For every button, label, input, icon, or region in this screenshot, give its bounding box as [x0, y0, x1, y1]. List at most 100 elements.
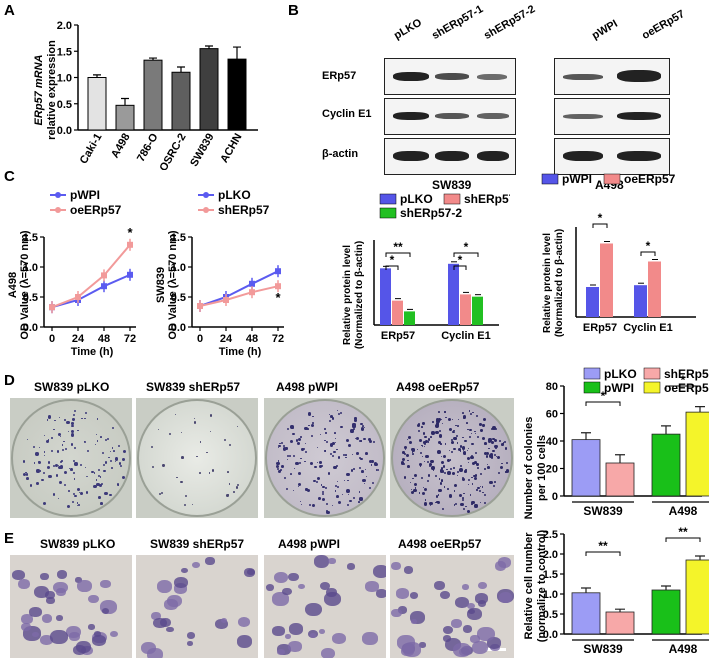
series-line-pLKO — [199, 270, 279, 307]
colony-dot — [46, 440, 50, 444]
colony-dot — [403, 452, 407, 456]
colony-dot — [431, 466, 435, 470]
colony-dot — [423, 445, 426, 448]
colony-dot — [453, 467, 455, 469]
y-tick-label: 1.0 — [543, 589, 558, 601]
colony-dot — [307, 412, 311, 416]
colony-dot — [453, 490, 455, 492]
cell-blob — [477, 626, 496, 641]
colony-dot — [449, 428, 453, 432]
colony-dot — [449, 458, 452, 461]
colony-dot — [455, 424, 457, 427]
colony-dot — [450, 439, 453, 442]
panel-c3-ylabel-line2: (Normalized to β-actin) — [354, 241, 365, 349]
error-bar — [149, 57, 157, 61]
colony-dot — [331, 454, 335, 458]
colony-dot — [487, 466, 490, 470]
colony-dot — [74, 410, 77, 413]
cell-blob — [73, 644, 87, 656]
colony-dot — [493, 438, 498, 443]
colony-dot — [363, 482, 366, 484]
colony-dot — [501, 443, 504, 446]
colony-dot — [68, 430, 70, 433]
sig-label: * — [601, 389, 606, 403]
colony-dot — [237, 484, 240, 487]
colony-dot — [297, 442, 301, 446]
colony-dot — [468, 447, 470, 450]
colony-dot — [470, 455, 474, 460]
colony-dot — [40, 478, 44, 482]
colony-dot — [282, 444, 286, 448]
plate-frame-3 — [264, 398, 386, 518]
colony-dot — [489, 452, 494, 456]
colony-dot — [475, 414, 479, 418]
legend-label: pLKO — [604, 367, 637, 381]
colony-dot — [63, 440, 65, 443]
colony-dot — [43, 502, 47, 506]
x-tick-label: 0 — [197, 333, 203, 345]
y-tick-label: 1.5 — [543, 569, 558, 581]
colony-dot — [26, 476, 30, 480]
colony-dot — [72, 418, 75, 421]
colony-dot — [94, 443, 96, 445]
colony-dot — [276, 467, 279, 470]
colony-dot — [451, 418, 454, 420]
colony-dot — [84, 411, 88, 415]
colony-dot — [473, 460, 477, 464]
colony-dot — [460, 445, 463, 448]
colony-dot — [346, 472, 350, 477]
colony-dot — [483, 468, 486, 470]
colony-dot — [93, 472, 96, 474]
colony-dot — [338, 500, 342, 504]
error-bar — [581, 432, 591, 440]
cell-blob — [471, 641, 489, 655]
colony-dot — [453, 504, 456, 506]
colony-dot — [435, 475, 438, 478]
colony-dot — [287, 427, 290, 430]
cell-blob — [320, 647, 335, 658]
colony-dot — [347, 493, 349, 496]
cell-blob — [346, 563, 356, 570]
colony-dot — [304, 450, 307, 454]
colony-dot — [429, 501, 433, 505]
colony-dot — [315, 480, 318, 484]
colony-dot — [447, 471, 451, 475]
bar-shERp57 — [605, 611, 635, 635]
cell-blob — [186, 641, 193, 647]
y-tick-label: 0.5 — [57, 99, 72, 111]
colony-dot — [486, 452, 490, 456]
colony-dot — [157, 428, 159, 430]
colony-dot — [442, 465, 446, 468]
cell-blob — [21, 614, 34, 625]
colony-dot — [368, 459, 373, 464]
legend-label: oeERp57 — [664, 381, 709, 395]
bar-pWPI-ERp57 — [586, 287, 599, 317]
panel-d-title-1: SW839 pLKO — [34, 380, 110, 394]
colony-dot — [316, 477, 320, 481]
colony-dot — [412, 477, 415, 480]
colony-dot — [361, 425, 364, 428]
y-tick-label: 1.0 — [57, 73, 72, 85]
colony-dot — [468, 435, 472, 438]
colony-dot — [339, 412, 342, 415]
group-label: A498 — [669, 642, 698, 656]
colony-dot — [100, 436, 102, 438]
sig-label: * — [681, 373, 686, 387]
cell-blob — [93, 630, 102, 637]
colony-dot — [451, 495, 453, 497]
colony-dot — [495, 455, 497, 458]
colony-dot — [370, 463, 373, 466]
colony-dot — [444, 411, 446, 413]
colony-dot — [482, 437, 486, 441]
colony-dot — [194, 417, 196, 420]
colony-dot — [371, 460, 374, 463]
colony-dot — [72, 460, 76, 463]
colony-dot — [444, 443, 447, 445]
colony-dot — [117, 483, 120, 486]
sig-label: ** — [678, 525, 688, 539]
colony-plate-a498-pwpi — [265, 399, 385, 517]
cell-blob — [236, 635, 253, 648]
colony-dot — [412, 448, 416, 452]
colony-dot — [275, 464, 279, 468]
cell-blob — [397, 606, 408, 614]
